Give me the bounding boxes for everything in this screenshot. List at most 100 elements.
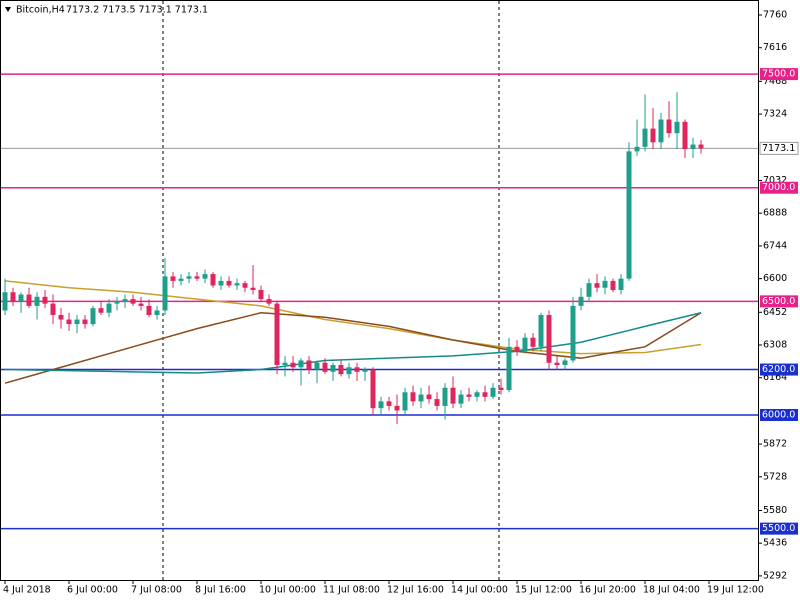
moving-average [4, 311, 702, 374]
candle-body [26, 294, 32, 306]
candle-body [578, 296, 584, 306]
candle-body [554, 362, 560, 365]
level-tag [760, 363, 798, 376]
candle-body [10, 292, 16, 302]
candle-body [570, 305, 576, 361]
candle-body [210, 274, 216, 286]
level-tag [760, 295, 798, 308]
candle-body [546, 315, 552, 363]
candle-body [458, 394, 464, 404]
candle-body [50, 303, 56, 315]
candle-body [162, 276, 168, 311]
y-tick-label: 5728 [763, 471, 787, 482]
candle-body [146, 305, 152, 315]
candle-body [402, 392, 408, 411]
candle-body [194, 276, 200, 279]
x-tick-label: 7 Jul 08:00 [131, 585, 182, 596]
moving-average [4, 311, 702, 384]
candle-body [106, 303, 112, 313]
candle-body [362, 369, 368, 372]
candle-body [274, 303, 280, 365]
candle-body [154, 310, 160, 315]
level-tag [760, 409, 798, 421]
y-tick-label: 5872 [763, 439, 787, 450]
candle-body [138, 303, 144, 306]
candle-body [562, 360, 568, 365]
candle-body [666, 119, 672, 134]
candle-body [354, 367, 360, 372]
y-tick-label: 5292 [763, 570, 787, 581]
candle-body [658, 119, 664, 143]
x-tick-label: 11 Jul 08:00 [323, 585, 380, 596]
candle-body [266, 299, 272, 304]
candle-body [322, 362, 328, 372]
y-tick-label: 5436 [763, 538, 787, 549]
candle-body [346, 367, 352, 375]
x-tick-label: 14 Jul 00:00 [451, 585, 508, 596]
candle-body [370, 369, 376, 409]
candle-body [386, 401, 392, 406]
candle-body [498, 387, 504, 390]
y-tick-label: 6600 [763, 273, 787, 284]
collapse-arrow[interactable] [5, 7, 11, 12]
candle-body [186, 276, 192, 279]
y-tick-label: 7324 [763, 109, 787, 120]
candle-body [482, 392, 488, 397]
candle-body [674, 121, 680, 134]
x-tick-label: 6 Jul 00:00 [67, 585, 118, 596]
y-tick-label: 7468 [763, 76, 787, 87]
y-tick-label: 7616 [763, 42, 787, 53]
level-label: 7500.0 [762, 69, 795, 80]
candle-body [602, 280, 608, 288]
candle-body [298, 360, 304, 368]
quote: 7173.2 7173.5 7173.1 7173.1 [66, 5, 208, 16]
level-label: 5500.0 [762, 523, 795, 534]
candle-body [338, 365, 344, 375]
candle-body [42, 296, 48, 304]
candle-body [178, 278, 184, 281]
candle-body [66, 319, 72, 325]
candle-body [170, 276, 176, 281]
candle-body [314, 362, 320, 370]
y-tick-label: 6888 [763, 208, 787, 219]
level-label: 6000.0 [762, 410, 795, 421]
candle-body [98, 308, 104, 313]
candle-body [34, 296, 40, 306]
candle-body [618, 278, 624, 290]
candle-body [378, 401, 384, 409]
plot-frame [0, 0, 759, 581]
x-tick-label: 18 Jul 04:00 [643, 585, 700, 596]
candle-body [306, 360, 312, 370]
x-tick-label: 15 Jul 12:00 [515, 585, 572, 596]
level-tag [760, 181, 798, 194]
candle-body [698, 144, 704, 149]
candle-body [490, 387, 496, 397]
candle-body [90, 308, 96, 325]
candle-body [538, 315, 544, 347]
candle-body [330, 365, 336, 372]
x-tick-label: 16 Jul 20:00 [579, 585, 636, 596]
y-tick-label: 6308 [763, 340, 787, 351]
candle-body [394, 405, 400, 411]
x-tick-label: 12 Jul 16:00 [387, 585, 444, 596]
candle-body [522, 337, 528, 352]
candle-body [466, 394, 472, 397]
candle-body [250, 287, 256, 290]
level-tag [760, 522, 798, 535]
candle-body [642, 128, 648, 147]
candle-body [82, 319, 88, 325]
candle-body [130, 299, 136, 304]
candle-body [114, 301, 120, 304]
x-tick-label: 10 Jul 00:00 [259, 585, 316, 596]
candle-body [650, 128, 656, 143]
x-tick-label: 4 Jul 2018 [3, 585, 51, 596]
candle-body [58, 315, 64, 320]
candle-body [234, 283, 240, 286]
symbol-title: Bitcoin,H4 [16, 5, 65, 16]
candle-body [442, 387, 448, 406]
y-tick-label: 6744 [763, 240, 787, 251]
candle-body [2, 292, 8, 311]
price-label: 7173.1 [762, 143, 795, 154]
